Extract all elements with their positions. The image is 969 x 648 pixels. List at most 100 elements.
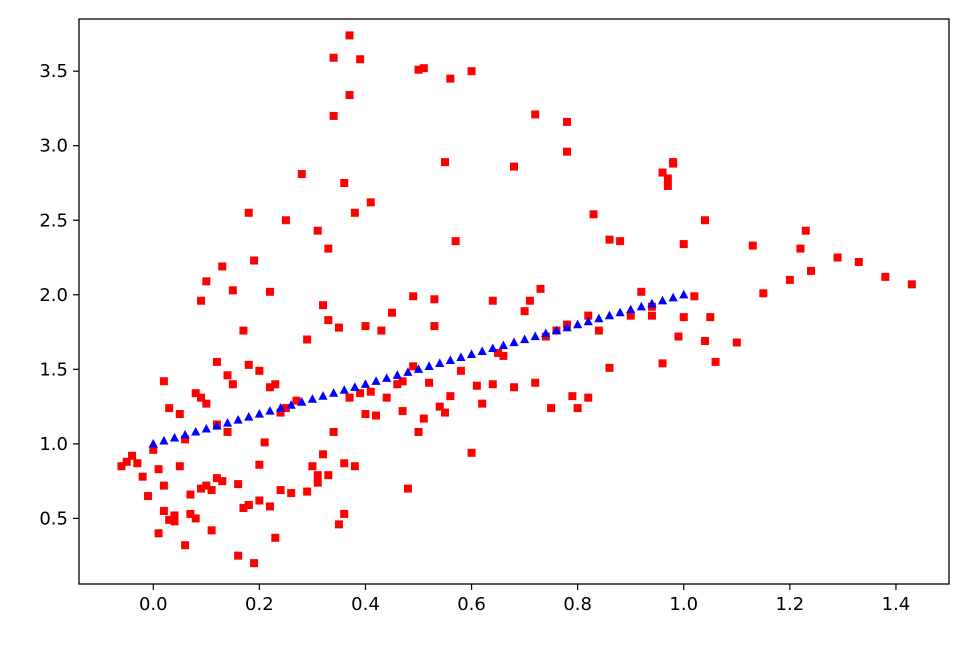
data-point <box>254 409 264 418</box>
data-point <box>297 397 307 406</box>
data-point <box>663 174 672 183</box>
data-point <box>531 110 540 119</box>
data-point <box>562 322 572 332</box>
data-point <box>403 484 412 493</box>
data-point <box>409 362 418 371</box>
data-point <box>334 520 343 529</box>
data-point <box>700 216 709 225</box>
data-point <box>212 357 221 366</box>
data-point <box>186 490 195 499</box>
data-point <box>345 393 354 402</box>
data-point <box>228 286 237 295</box>
data-point <box>435 358 445 367</box>
y-tick-label: 1.0 <box>39 434 68 455</box>
data-point <box>191 426 201 436</box>
data-point <box>191 389 200 398</box>
data-point <box>154 465 163 474</box>
data-point <box>658 168 667 177</box>
data-point <box>319 450 328 459</box>
data-point <box>425 378 434 387</box>
data-point <box>207 486 216 495</box>
data-point <box>387 308 396 317</box>
data-point <box>509 337 519 347</box>
data-point <box>647 311 656 320</box>
data-point <box>584 393 593 402</box>
data-point <box>324 471 333 480</box>
data-point <box>244 360 253 369</box>
data-point <box>191 514 200 523</box>
data-point <box>244 500 253 509</box>
data-point <box>117 462 126 471</box>
data-point <box>276 486 285 495</box>
data-point <box>451 237 460 246</box>
data-point <box>244 208 253 217</box>
data-point <box>568 392 577 401</box>
data-point <box>159 506 168 515</box>
data-point <box>307 394 318 403</box>
series-1 <box>148 289 689 448</box>
data-point <box>292 396 301 405</box>
data-point <box>186 509 195 518</box>
data-point <box>616 237 625 246</box>
data-point <box>308 462 317 471</box>
data-point <box>165 515 174 524</box>
data-point <box>488 296 497 305</box>
data-point <box>541 328 551 338</box>
data-point <box>520 334 530 344</box>
data-point <box>202 277 211 286</box>
data-point <box>392 370 402 379</box>
data-point <box>223 371 232 380</box>
data-point <box>175 462 184 471</box>
x-tick-label: 0.2 <box>245 594 274 615</box>
data-point <box>413 364 424 373</box>
data-point <box>499 351 508 360</box>
data-point <box>207 526 216 535</box>
y-tick-label: 3.0 <box>39 136 68 157</box>
data-point <box>340 459 349 468</box>
data-point <box>159 377 168 386</box>
data-point <box>159 435 169 445</box>
data-point <box>265 406 275 415</box>
data-point <box>239 326 248 335</box>
y-tick-label: 3.5 <box>39 61 68 82</box>
data-point <box>488 343 498 353</box>
data-point <box>286 400 296 409</box>
data-point <box>138 472 147 481</box>
data-point <box>446 74 455 83</box>
data-point <box>435 402 444 411</box>
data-point <box>122 457 131 466</box>
data-point <box>303 335 312 344</box>
data-point <box>907 280 916 289</box>
y-tick-label: 2.5 <box>39 210 68 231</box>
data-point <box>414 427 423 436</box>
data-point <box>329 388 339 397</box>
data-point <box>313 226 322 235</box>
data-point <box>658 359 667 368</box>
data-point <box>234 551 243 560</box>
data-point <box>170 511 179 520</box>
data-point <box>711 357 720 366</box>
data-point <box>159 481 168 490</box>
data-point <box>271 380 280 389</box>
data-point <box>255 496 264 505</box>
data-point <box>732 338 741 347</box>
series-0 <box>117 31 916 568</box>
y-tick-label: 0.5 <box>39 508 68 529</box>
data-point <box>233 415 243 424</box>
data-point <box>197 296 206 305</box>
data-point <box>265 383 274 392</box>
data-point <box>807 266 816 275</box>
data-point <box>594 313 604 323</box>
data-point <box>605 235 614 244</box>
data-point <box>202 481 211 490</box>
data-point <box>657 295 668 305</box>
x-tick-label: 0.6 <box>457 594 486 615</box>
data-point <box>456 352 466 362</box>
x-tick-label: 1.2 <box>776 594 805 615</box>
series-layer <box>117 31 916 568</box>
data-point <box>525 296 534 305</box>
data-point <box>345 91 354 100</box>
data-point <box>615 307 625 317</box>
data-point <box>212 420 222 430</box>
